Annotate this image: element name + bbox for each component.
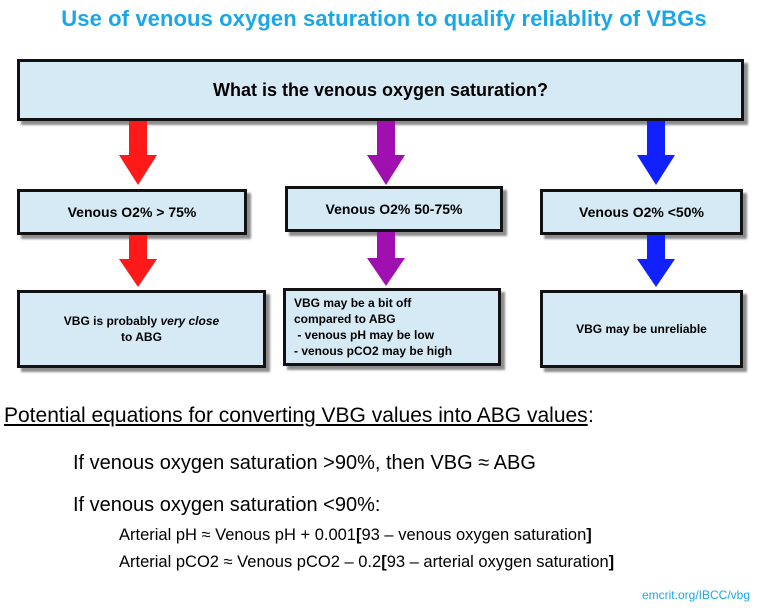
equations-heading: Potential equations for converting VBG v…	[4, 404, 588, 427]
arrow-down-red-icon	[119, 121, 157, 185]
equations-heading-colon: :	[588, 404, 594, 427]
rule-below-90: If venous oxygen saturation <90%:	[73, 494, 381, 516]
question-box: What is the venous oxygen saturation?	[17, 59, 744, 121]
pco2-formula-close: ]	[608, 553, 615, 571]
ph-formula-b: 93 – venous oxygen saturation	[361, 526, 587, 544]
pco2-formula-open: [	[381, 553, 387, 571]
ph-formula-close: ]	[586, 526, 592, 544]
outcome-high-post: to ABG	[121, 330, 162, 344]
pco2-formula-b: 93 – arterial oxygen saturation	[386, 553, 609, 571]
outcome-high-pre: VBG is probably	[63, 314, 161, 328]
ph-formula: Arterial pH ≈ Venous pH + 0.001[93 – ven…	[119, 526, 592, 545]
page-title: Use of venous oxygen saturation to quali…	[61, 6, 707, 31]
outcome-mid-line: - venous pCO2 may be high	[294, 344, 453, 358]
outcome-mid-line: - venous pH may be low	[294, 328, 435, 342]
range-box-mid: Venous O2% 50-75%	[285, 186, 503, 232]
question-text: What is the venous oxygen saturation?	[212, 79, 549, 100]
range-box-high: Venous O2% > 75%	[17, 189, 247, 235]
rule-above-90: If venous oxygen saturation >90%, then V…	[73, 452, 536, 474]
arrow-down-purple-icon	[367, 232, 405, 286]
pco2-formula-a: Arterial pCO2 ≈ Venous pCO2 – 0.2	[119, 553, 382, 571]
source-credit: emcrit.org/IBCC/vbg	[641, 588, 750, 602]
outcome-high-emphasis: very close	[160, 314, 220, 328]
outcome-box-mid: VBG may be a bit off compared to ABG - v…	[283, 288, 501, 366]
arrow-down-blue-icon	[637, 235, 675, 287]
range-label-high: Venous O2% > 75%	[67, 204, 197, 220]
outcome-box-low: VBG may be unreliable	[540, 290, 743, 368]
range-label-low: Venous O2% <50%	[579, 204, 704, 220]
outcome-box-high: VBG is probably very close to ABG	[17, 290, 266, 368]
pco2-formula: Arterial pCO2 ≈ Venous pCO2 – 0.2[93 – a…	[119, 553, 614, 572]
range-label-mid: Venous O2% 50-75%	[325, 201, 463, 217]
outcome-mid-line: compared to ABG	[294, 312, 396, 326]
arrow-down-purple-icon	[367, 121, 405, 185]
range-box-low: Venous O2% <50%	[540, 189, 743, 235]
ph-formula-a: Arterial pH ≈ Venous pH + 0.001	[119, 526, 356, 544]
arrow-down-red-icon	[119, 235, 157, 287]
ph-formula-open: [	[356, 526, 362, 544]
outcome-low-text: VBG may be unreliable	[576, 322, 707, 336]
arrow-down-blue-icon	[637, 121, 675, 185]
outcome-mid-line: VBG may be a bit off	[294, 296, 412, 310]
